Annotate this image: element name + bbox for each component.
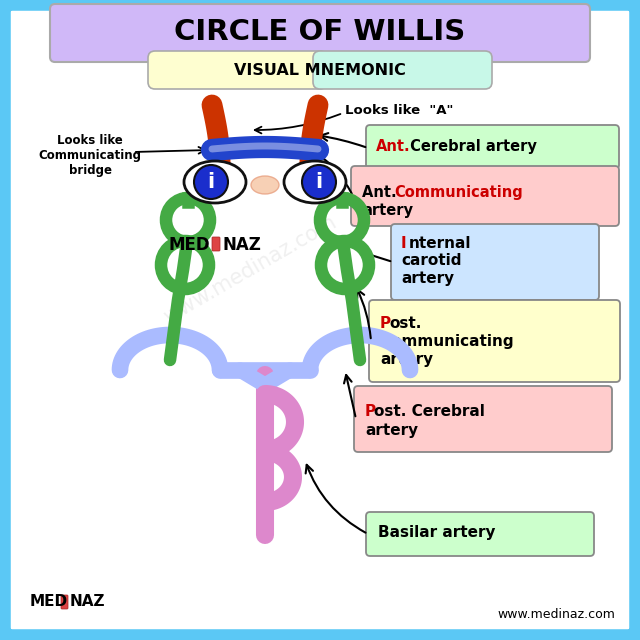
FancyBboxPatch shape <box>369 300 620 382</box>
Text: ost.: ost. <box>389 316 421 330</box>
Text: ost. Cerebral: ost. Cerebral <box>374 404 485 419</box>
Text: nternal: nternal <box>409 236 472 250</box>
Text: NAZ: NAZ <box>222 236 261 254</box>
Text: Ant.: Ant. <box>362 184 402 200</box>
Ellipse shape <box>184 161 246 203</box>
Text: VISUAL MNEMONIC: VISUAL MNEMONIC <box>234 63 406 77</box>
FancyBboxPatch shape <box>351 166 619 226</box>
Text: Communicating: Communicating <box>380 333 514 349</box>
Text: www.medinaz.com: www.medinaz.com <box>497 609 615 621</box>
Text: i: i <box>207 172 214 192</box>
Text: I: I <box>401 236 406 250</box>
FancyBboxPatch shape <box>61 595 68 609</box>
Circle shape <box>194 165 228 199</box>
FancyBboxPatch shape <box>50 4 590 62</box>
Text: carotid: carotid <box>401 253 461 268</box>
FancyBboxPatch shape <box>366 512 594 556</box>
Text: www.medinaz.com: www.medinaz.com <box>160 212 340 328</box>
Ellipse shape <box>284 161 346 203</box>
Text: Looks like  "A": Looks like "A" <box>345 104 453 116</box>
Text: MED: MED <box>30 595 68 609</box>
FancyBboxPatch shape <box>148 51 327 89</box>
Text: artery: artery <box>380 351 433 367</box>
Text: CIRCLE OF WILLIS: CIRCLE OF WILLIS <box>174 18 466 46</box>
Text: Basilar artery: Basilar artery <box>378 525 495 541</box>
Text: Communicating: Communicating <box>394 184 523 200</box>
FancyBboxPatch shape <box>8 8 632 632</box>
FancyBboxPatch shape <box>313 51 492 89</box>
Text: Ant.: Ant. <box>376 138 411 154</box>
Text: P: P <box>380 316 391 330</box>
Text: i: i <box>316 172 323 192</box>
Text: Cerebral artery: Cerebral artery <box>405 138 537 154</box>
Text: artery: artery <box>362 202 413 218</box>
Text: NAZ: NAZ <box>70 595 106 609</box>
Text: Looks like
Communicating
bridge: Looks like Communicating bridge <box>38 134 141 177</box>
FancyBboxPatch shape <box>212 237 220 251</box>
Ellipse shape <box>251 176 279 194</box>
Circle shape <box>302 165 336 199</box>
FancyBboxPatch shape <box>366 125 619 169</box>
Text: MED: MED <box>168 236 210 254</box>
Text: artery: artery <box>365 422 418 438</box>
Text: P: P <box>365 404 376 419</box>
FancyBboxPatch shape <box>391 224 599 300</box>
Text: artery: artery <box>401 271 454 285</box>
FancyBboxPatch shape <box>354 386 612 452</box>
